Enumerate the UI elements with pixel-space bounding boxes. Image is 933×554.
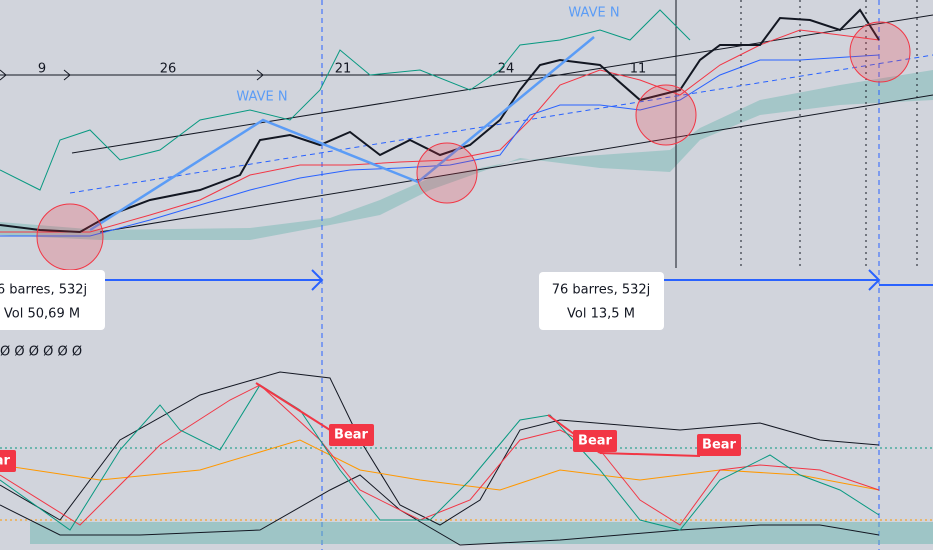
lagging-line (0, 9, 691, 191)
lower-band (0, 474, 880, 546)
time-label: 9 (38, 62, 46, 77)
divergence (255, 382, 331, 431)
signal-label: Bear (334, 428, 368, 443)
time-label: 21 (335, 62, 352, 77)
signal-line (0, 439, 880, 491)
signal-label: Bear (0, 454, 11, 469)
time-label: 26 (160, 62, 177, 77)
time-label: 11 (630, 62, 647, 77)
markers: Ø Ø Ø Ø Ø Ø (0, 345, 82, 360)
cloud (0, 70, 933, 240)
fast-osc (0, 384, 880, 526)
wave-label: WAVE N (568, 6, 619, 21)
wave-label: WAVE N (236, 90, 287, 105)
range-bars: 76 barres, 532j (552, 283, 651, 298)
slow-osc (0, 384, 880, 531)
mid-line (69, 54, 933, 194)
time-label: 24 (498, 62, 515, 77)
channel-line (99, 94, 933, 233)
signal-label: Bear (702, 438, 736, 453)
wave (89, 36, 595, 232)
range-volume: Vol 50,69 M (4, 307, 80, 322)
range-arrows (100, 269, 933, 291)
divergence (599, 452, 701, 457)
time-arrows (0, 69, 264, 81)
oversold-zone (30, 522, 933, 544)
dotted-lines (740, 0, 918, 268)
range-box (539, 272, 664, 330)
range-bars: 6 barres, 532j (0, 283, 87, 298)
upper-band (0, 371, 880, 526)
range-volume: Vol 13,5 M (567, 307, 635, 322)
highlights (36, 21, 911, 271)
signal-label: Bear (578, 434, 612, 449)
bear-signals: Bear Bear Bear Bear (0, 424, 741, 472)
range-box (0, 270, 105, 330)
price-line (0, 8, 880, 234)
base-line (0, 54, 880, 237)
channel-line (71, 14, 933, 154)
